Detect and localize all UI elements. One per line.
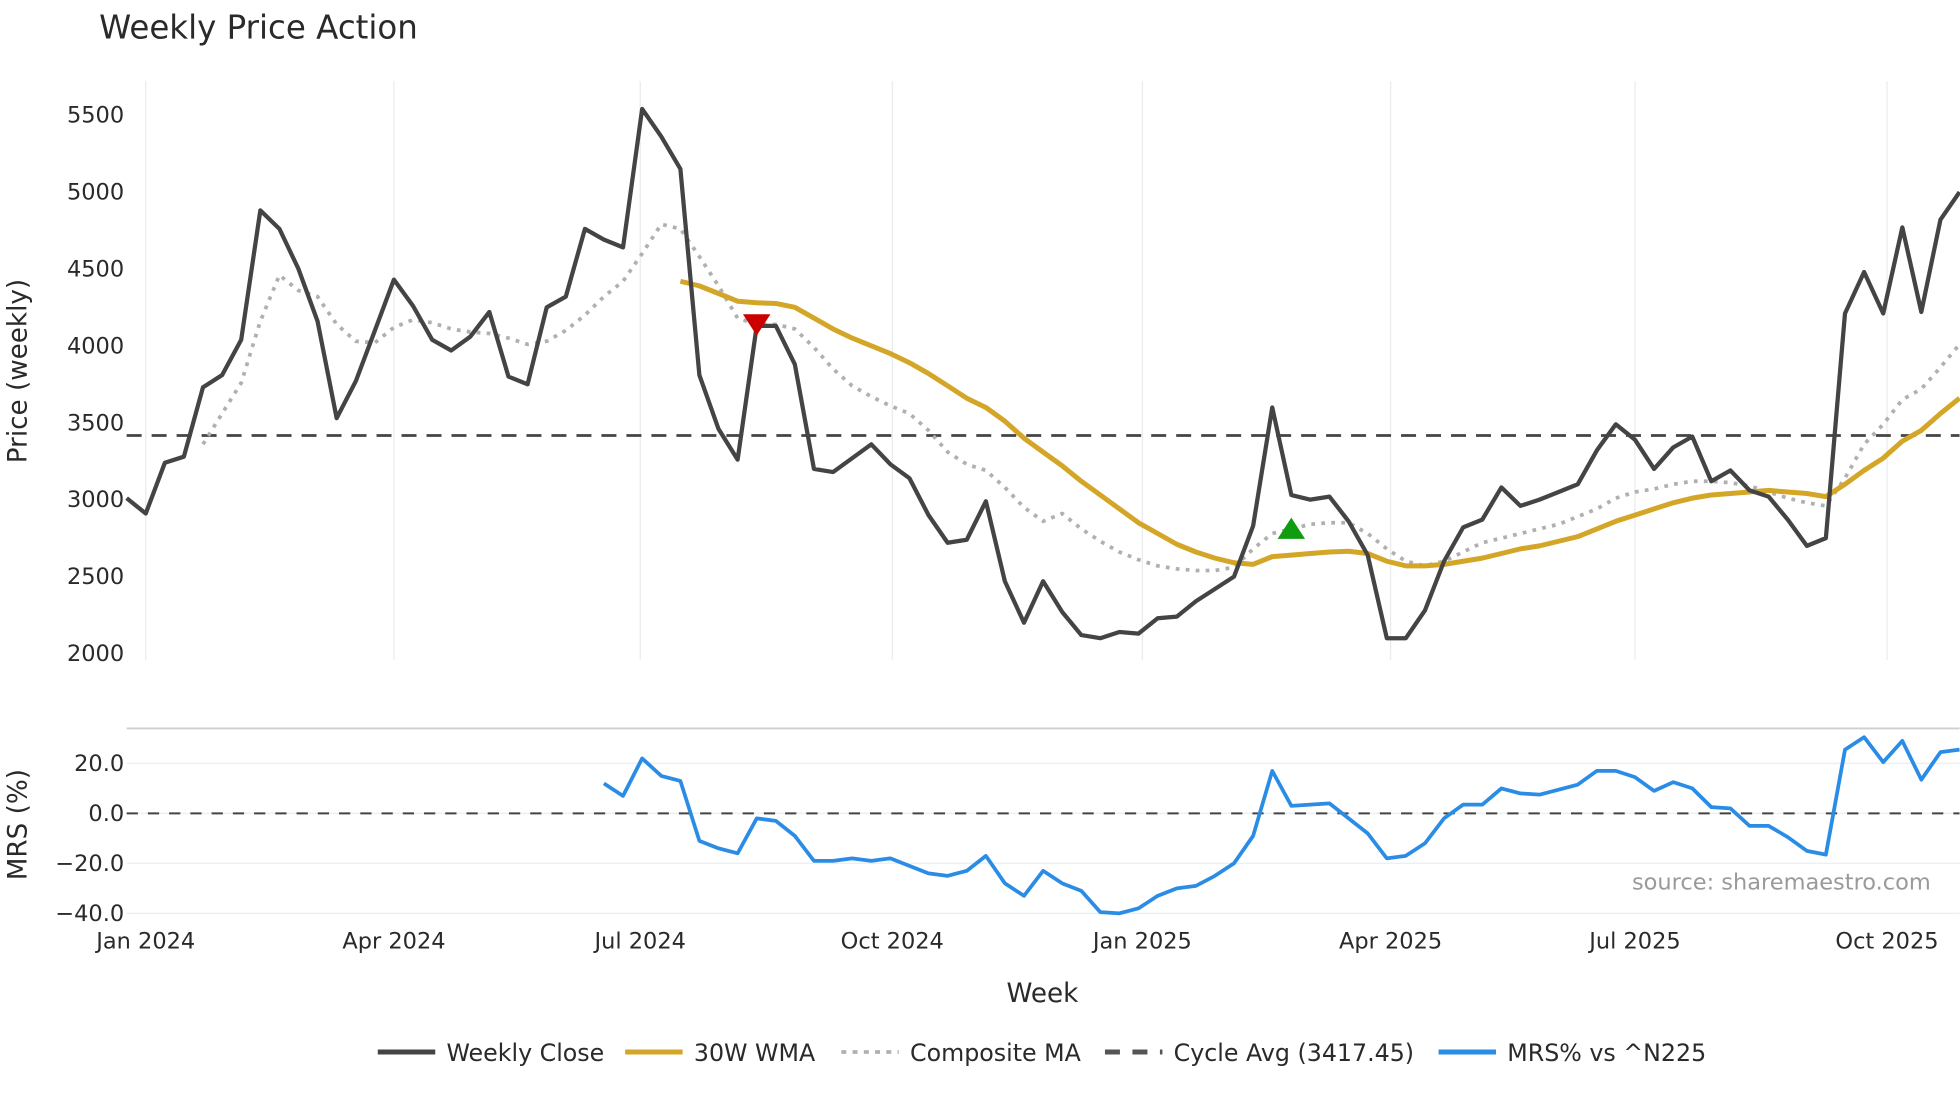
price-panel: 2000 2500 3000 3500 4000 4500 5000 5500 [67,81,1960,667]
x-axis-label: Week [1007,979,1080,1009]
x-tick-label: Jan 2024 [94,928,195,954]
buy-signal-marker [1277,517,1306,539]
30w-wma-line [679,278,1960,569]
x-tick-label: Oct 2025 [1835,928,1938,954]
price-axis-label: Price (weekly) [4,279,34,463]
price-y-tick-label: 2000 [67,641,124,667]
mrs-panel: 20.0 0.0 −20.0 −40.0 [55,727,1960,927]
price-y-tick-label: 3000 [67,487,124,513]
price-y-tick-label: 3500 [67,410,124,436]
mrs-line [602,735,1960,916]
mrs-axis-label: MRS (%) [4,769,34,880]
price-y-tick-label: 5500 [67,103,124,129]
weekly-close-line [125,106,1960,641]
legend-label: Weekly Close [446,1039,604,1067]
price-y-tick-label: 4000 [67,333,124,359]
mrs-y-tick-label: −20.0 [55,851,124,877]
x-tick-label: Apr 2024 [342,928,445,954]
x-tick-label: Jan 2025 [1091,928,1192,954]
legend-label: 30W WMA [694,1039,816,1067]
source-note: source: sharemaestro.com [1632,870,1931,896]
x-axis: Jan 2024 Apr 2024 Jul 2024 Oct 2024 Jan 2025… [94,928,1938,954]
legend: Weekly Close 30W WMA Composite MA Cycle Avg… [377,1039,1706,1067]
chart-title: Weekly Price Action [99,9,418,47]
mrs-y-tick-label: −40.0 [55,901,124,927]
legend-label: MRS% vs ^N225 [1507,1039,1706,1067]
composite-ma-line [201,222,1960,573]
x-tick-label: Jul 2024 [593,928,686,954]
legend-label: Composite MA [910,1039,1082,1067]
price-y-tick-label: 5000 [67,179,124,205]
x-tick-label: Oct 2024 [841,928,944,954]
x-tick-label: Apr 2025 [1339,928,1442,954]
x-tick-label: Jul 2025 [1587,928,1680,954]
price-y-tick-label: 2500 [67,564,124,590]
sell-signal-marker [742,314,771,336]
mrs-y-tick-label: 20.0 [74,751,124,777]
price-y-tick-label: 4500 [67,256,124,282]
legend-label: Cycle Avg (3417.45) [1174,1039,1414,1067]
mrs-y-tick-label: 0.0 [88,801,124,827]
